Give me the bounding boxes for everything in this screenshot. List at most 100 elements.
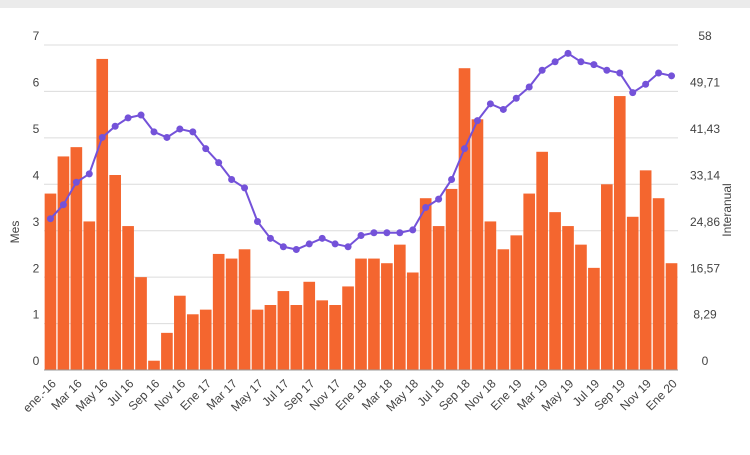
line-point: [629, 89, 637, 97]
bar: [601, 184, 613, 370]
line-point: [72, 178, 80, 186]
line-point: [642, 80, 650, 88]
bar: [355, 258, 367, 370]
line-point: [85, 170, 93, 178]
y-tick-label: 1: [33, 308, 40, 322]
bar: [290, 305, 303, 370]
y-tick-label: 3: [33, 215, 40, 229]
bar: [109, 175, 121, 370]
line-point: [616, 69, 624, 77]
y2-tick-label: 49,71: [690, 76, 720, 90]
bar: [264, 305, 277, 370]
line-point: [241, 184, 249, 192]
line-point: [137, 111, 145, 119]
line-point: [150, 128, 158, 136]
line-point: [331, 240, 339, 248]
y2-tick-label: 33,14: [690, 168, 720, 182]
y2-tick-label: 41,43: [690, 122, 720, 136]
bar: [523, 193, 536, 370]
line-point: [202, 145, 210, 153]
line-point: [590, 61, 598, 69]
bar: [575, 244, 587, 370]
line-point: [318, 234, 326, 242]
y-tick-label: 2: [33, 261, 40, 275]
line-point: [551, 58, 559, 66]
line-point: [564, 49, 572, 57]
y2-tick-label: 8,29: [693, 308, 717, 322]
x-tick-label: ene.-16: [20, 376, 59, 415]
bar: [613, 96, 626, 371]
line-point: [499, 105, 507, 113]
line-point: [176, 125, 184, 133]
line-point: [370, 229, 378, 237]
line-point: [305, 240, 313, 248]
line-point: [383, 229, 391, 237]
line-point: [215, 159, 223, 167]
bar: [665, 263, 678, 370]
line-point: [279, 243, 287, 251]
y-tick-label: 4: [33, 168, 40, 182]
bar: [199, 309, 212, 370]
y-tick-label: 0: [33, 354, 40, 368]
bar: [70, 147, 83, 370]
line-point: [396, 229, 404, 237]
bar: [277, 291, 290, 370]
line-point: [655, 69, 663, 77]
line-point: [409, 226, 417, 234]
bar: [342, 286, 354, 370]
bar: [303, 281, 316, 370]
line-point: [668, 72, 676, 80]
bar: [588, 267, 600, 370]
bar: [471, 119, 484, 371]
line-point: [98, 133, 106, 141]
line-point: [538, 66, 546, 74]
bar: [381, 263, 393, 370]
line-point: [448, 175, 456, 183]
y2-axis-title: Interanual: [720, 183, 734, 236]
bar: [639, 170, 652, 370]
bar: [148, 360, 160, 370]
line: [49, 52, 672, 251]
bar: [251, 309, 264, 370]
bar: [419, 198, 432, 370]
line-point: [525, 83, 533, 91]
bar: [212, 253, 225, 370]
bar: [329, 305, 341, 370]
bar: [135, 277, 147, 370]
bar: [161, 332, 173, 370]
y2-tick-label: 58: [698, 29, 712, 43]
bar: [445, 188, 458, 370]
bar: [186, 314, 199, 370]
line-point: [124, 114, 132, 122]
line-point: [512, 94, 520, 102]
bar: [432, 226, 445, 370]
bar: [484, 221, 497, 370]
bar: [497, 249, 510, 370]
bar: [316, 300, 329, 370]
bar: [458, 68, 471, 370]
line-point: [603, 66, 611, 74]
y-axis-title: Mes: [8, 221, 22, 244]
line-point: [344, 243, 352, 251]
line-point: [422, 204, 430, 211]
bar: [406, 272, 419, 370]
bar: [652, 198, 665, 370]
line-point: [228, 175, 236, 183]
line-point: [266, 234, 274, 242]
y2-tick-label: 16,57: [690, 261, 720, 275]
line-point: [292, 246, 300, 254]
y2-tick-label: 24,86: [690, 215, 720, 229]
line-point: [163, 133, 171, 141]
line-point: [46, 215, 54, 223]
bar: [238, 249, 251, 370]
bar: [368, 258, 380, 370]
bar: [174, 295, 186, 370]
bar: [96, 58, 109, 371]
bar: [626, 216, 639, 370]
bar: [562, 226, 574, 370]
line-point: [486, 100, 494, 108]
bar: [510, 235, 523, 370]
bar: [225, 258, 238, 370]
line-point: [357, 232, 365, 240]
y-tick-label: 6: [33, 76, 40, 90]
